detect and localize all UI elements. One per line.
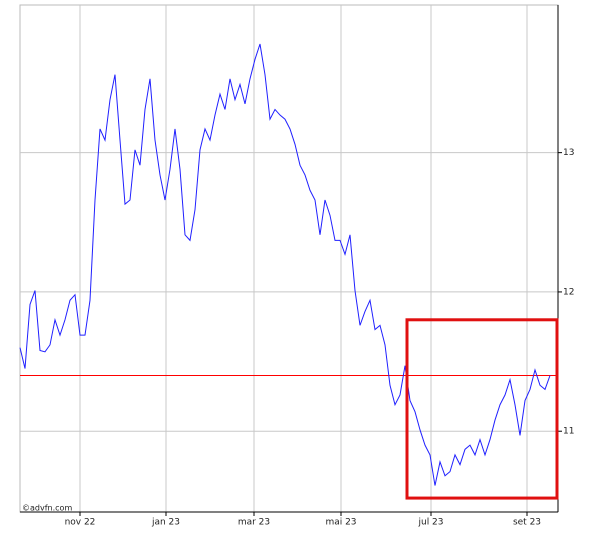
x-tick-label: mar 23 — [238, 518, 270, 528]
highlight-box — [405, 318, 559, 500]
x-tick-label: mai 23 — [325, 518, 356, 528]
y-tick-label: 12 — [563, 287, 574, 297]
y-tick-label: 11 — [563, 427, 574, 437]
x-tick-label: set 23 — [513, 518, 541, 528]
x-tick-label: jan 23 — [151, 518, 180, 528]
y-tick-label: 13 — [563, 148, 574, 158]
plot-area — [19, 4, 559, 513]
price-line — [19, 43, 551, 486]
x-tick-label: nov 22 — [65, 518, 96, 528]
watermark: ©advfn.com — [22, 504, 72, 513]
x-tick-label: jul 23 — [417, 518, 443, 528]
